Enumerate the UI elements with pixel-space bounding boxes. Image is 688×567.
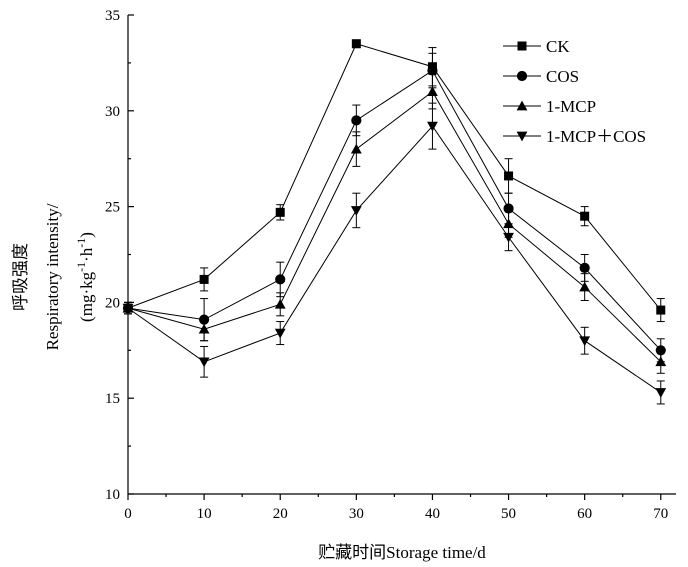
data-point bbox=[427, 86, 438, 96]
series-line bbox=[127, 43, 662, 311]
legend: CK COS 1-MCP 1-MCP＋COS bbox=[503, 37, 646, 146]
unit-part-b: ·h bbox=[77, 247, 96, 262]
y-axis-title-cn: 呼吸强度 bbox=[11, 243, 30, 311]
legend-marker bbox=[516, 100, 528, 111]
data-point bbox=[503, 232, 514, 243]
data-point bbox=[199, 274, 209, 284]
series-cos bbox=[122, 52, 666, 363]
series-layer bbox=[122, 39, 667, 405]
data-point bbox=[351, 115, 362, 126]
legend-label: 1-MCP bbox=[546, 97, 596, 116]
data-point bbox=[655, 388, 667, 398]
x-tick-label: 10 bbox=[197, 506, 212, 522]
data-point bbox=[503, 218, 514, 229]
data-point bbox=[427, 65, 438, 76]
x-tick-label: 60 bbox=[577, 506, 592, 522]
y-tick-label: 30 bbox=[105, 104, 120, 120]
y-axis-title-en: Respiratory intensity/ bbox=[43, 203, 62, 350]
data-point bbox=[579, 262, 590, 274]
legend-item: 1-MCP＋COS bbox=[503, 127, 646, 146]
x-tick-label: 30 bbox=[349, 506, 364, 522]
unit-exp-1: -1 bbox=[74, 262, 88, 272]
y-tick-label: 35 bbox=[105, 8, 120, 24]
data-point bbox=[579, 336, 591, 347]
series-line bbox=[127, 125, 662, 393]
y-axis-title-unit: (mg·kg-1·h-1) bbox=[74, 232, 96, 322]
y-axis-title: 呼吸强度 Respiratory intensity/ (mg·kg-1·h-1… bbox=[11, 203, 96, 350]
legend-item: 1-MCP bbox=[503, 97, 596, 116]
data-point bbox=[350, 206, 362, 216]
y-tick-label: 15 bbox=[105, 391, 120, 407]
data-point bbox=[275, 274, 286, 285]
x-ticks: 0 10 20 30 40 50 60 70 bbox=[124, 494, 668, 522]
y-ticks: 10 15 20 25 30 35 bbox=[105, 8, 134, 503]
data-point bbox=[275, 207, 285, 217]
data-point bbox=[351, 39, 361, 49]
legend-item: COS bbox=[503, 67, 579, 86]
data-point bbox=[655, 356, 667, 367]
data-point bbox=[274, 298, 286, 309]
legend-label: 1-MCP＋COS bbox=[546, 127, 646, 146]
x-axis-title: 贮藏时间Storage time/d bbox=[318, 543, 486, 562]
legend-marker bbox=[516, 70, 528, 82]
data-point bbox=[350, 143, 362, 154]
axes bbox=[127, 15, 676, 495]
series-line bbox=[127, 69, 662, 351]
y-tick-label: 25 bbox=[105, 200, 120, 216]
series-1-mcp-cos bbox=[122, 102, 667, 405]
data-point bbox=[122, 303, 134, 314]
data-point bbox=[427, 121, 438, 132]
legend-marker bbox=[516, 131, 528, 142]
data-point bbox=[503, 203, 514, 214]
data-point bbox=[504, 171, 514, 181]
unit-exp-2: -1 bbox=[74, 238, 88, 248]
data-point bbox=[656, 305, 666, 315]
x-tick-label: 40 bbox=[425, 506, 440, 522]
x-tick-label: 20 bbox=[273, 506, 288, 522]
x-tick-label: 0 bbox=[124, 506, 132, 522]
data-point bbox=[579, 281, 591, 292]
legend-marker bbox=[517, 41, 527, 51]
x-tick-label: 70 bbox=[653, 506, 668, 522]
data-point bbox=[580, 211, 590, 221]
data-point bbox=[198, 323, 210, 334]
legend-item: CK bbox=[503, 37, 570, 56]
unit-part-a: (mg·kg bbox=[77, 271, 96, 322]
legend-label: CK bbox=[546, 37, 570, 56]
data-point bbox=[198, 357, 210, 368]
series-ck bbox=[123, 39, 666, 323]
y-tick-label: 10 bbox=[105, 487, 120, 503]
legend-label: COS bbox=[546, 67, 579, 86]
y-tick-label: 20 bbox=[105, 295, 120, 311]
data-point bbox=[274, 328, 286, 339]
series-line bbox=[127, 90, 662, 363]
unit-part-c: ) bbox=[77, 232, 96, 238]
x-tick-label: 50 bbox=[501, 506, 516, 522]
